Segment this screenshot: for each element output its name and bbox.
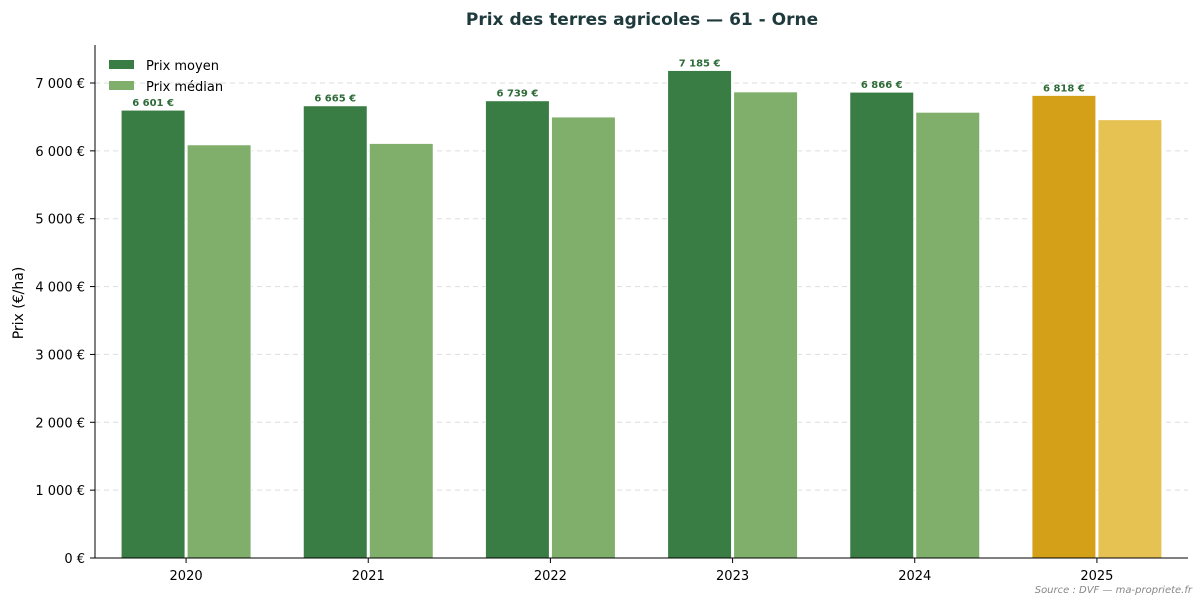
bar-median-2020 <box>186 144 252 559</box>
chart-title: Prix des terres agricoles — 61 - Orne <box>466 10 818 30</box>
y-tick-label: 3 000 € <box>35 348 85 363</box>
legend: Prix moyen Prix médian <box>109 59 223 95</box>
data-label-2021: 6 665 € <box>314 94 356 105</box>
x-tick-label: 2025 <box>1080 569 1113 584</box>
x-tick-label: 2020 <box>170 569 203 584</box>
legend-swatch <box>109 81 134 90</box>
bar-median-2022 <box>550 116 616 559</box>
bars <box>120 69 1163 559</box>
bar-mean-2022 <box>484 100 550 559</box>
bar-mean-2020 <box>120 109 186 559</box>
legend-swatch <box>109 60 134 69</box>
data-label-2020: 6 601 € <box>132 98 174 109</box>
legend-label: Prix médian <box>146 80 223 95</box>
x-tick-label: 2023 <box>716 569 749 584</box>
data-label-2022: 6 739 € <box>497 89 539 100</box>
y-tick-label: 6 000 € <box>35 145 85 160</box>
y-tick-label: 4 000 € <box>35 281 85 296</box>
x-tick-label: 2024 <box>898 569 931 584</box>
bar-mean-2023 <box>667 69 733 559</box>
y-axis-label: Prix (€/ha) <box>11 267 27 340</box>
gridlines <box>95 82 1188 491</box>
data-label-2025: 6 818 € <box>1043 83 1085 94</box>
bar-median-2023 <box>733 91 799 559</box>
data-labels: 6 601 € 6 665 € 6 739 € 7 185 € 6 866 € 6 818… <box>132 58 1085 109</box>
bar-median-2021 <box>368 142 434 559</box>
bar-median-2025 <box>1097 119 1163 559</box>
bar-mean-2024 <box>849 91 915 559</box>
y-tick-label: 1 000 € <box>35 484 85 499</box>
y-tick-label: 5 000 € <box>35 213 85 228</box>
legend-label: Prix moyen <box>146 59 219 74</box>
bar-median-2024 <box>915 111 981 559</box>
bar-mean-2021 <box>302 105 368 559</box>
bar-mean-2025 <box>1031 94 1097 559</box>
data-label-2024: 6 866 € <box>861 80 903 91</box>
y-tick-label: 0 € <box>64 552 85 567</box>
y-tick-label: 2 000 € <box>35 416 85 431</box>
x-tick-label: 2021 <box>352 569 385 584</box>
y-tick-label: 7 000 € <box>35 77 85 92</box>
data-label-2023: 7 185 € <box>679 58 721 69</box>
source-note: Source : DVF — ma-propriete.fr <box>1035 585 1193 596</box>
x-tick-label: 2022 <box>534 569 567 584</box>
axes: 0 € 1 000 € 2 000 € 3 000 € 4 000 € 5 000 € 6 … <box>35 45 1188 584</box>
